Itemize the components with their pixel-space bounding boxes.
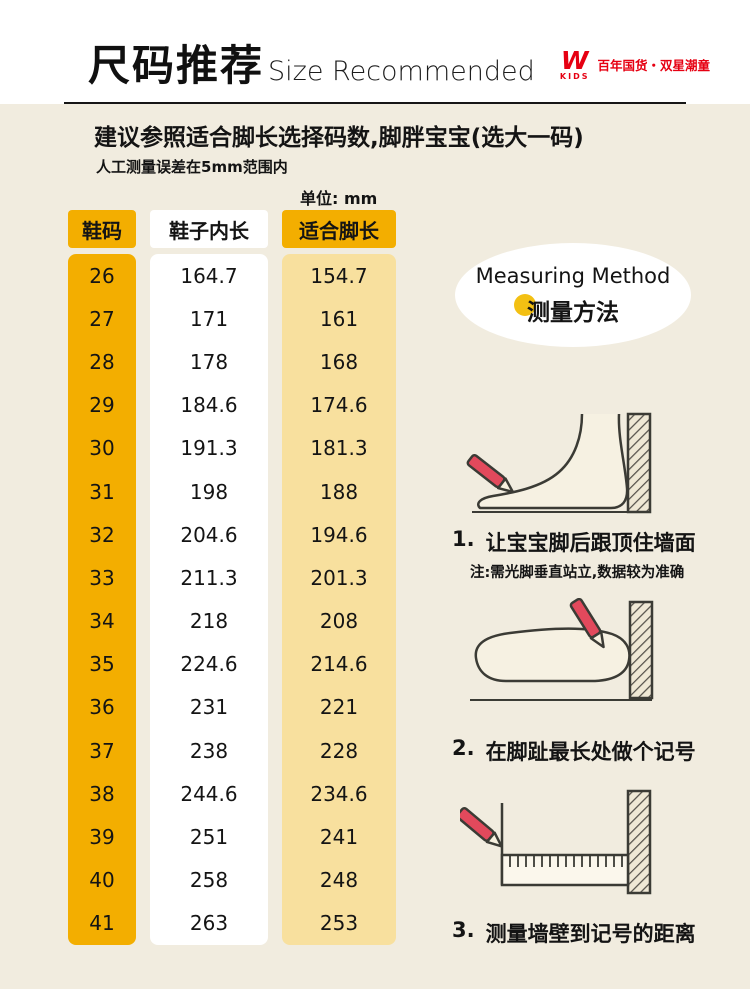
inner-length-cell: 171: [189, 306, 229, 331]
inner-length-cell: 244.6: [180, 781, 238, 806]
step-1-text: 让宝宝脚后跟顶住墙面: [485, 531, 696, 555]
fit-length-cell: 241: [319, 825, 359, 850]
column-header-inner-length: 鞋子内长: [150, 210, 268, 248]
size-cell: 41: [89, 911, 115, 936]
wall-icon: [626, 789, 652, 895]
measure-step-3: 3. 测量墙壁到记号的距离: [452, 918, 696, 948]
measure-distance-illustration: [460, 789, 652, 895]
foot-icon: [477, 413, 629, 510]
page-title: 尺码推荐 Size Recommended: [88, 32, 535, 93]
inner-length-cell: 224.6: [180, 652, 238, 677]
fit-length-cell: 253: [319, 911, 359, 936]
fit-length-cell: 228: [319, 738, 359, 763]
size-cell: 33: [89, 565, 115, 590]
step-3-text: 测量墙壁到记号的距离: [485, 922, 696, 946]
brand-w-letter: W: [560, 46, 589, 75]
mark-toe-illustration: [470, 598, 654, 701]
measuring-method-title-row: 测量方法: [514, 293, 619, 327]
size-cell: 30: [89, 436, 115, 461]
advice-text: 建议参照适合脚长选择码数,脚胖宝宝(选大一码): [94, 125, 584, 151]
measuring-method-title-cn: 测量方法: [527, 299, 619, 326]
wall-icon: [628, 600, 654, 700]
measure-step-2: 2. 在脚趾最长处做个记号: [452, 736, 696, 766]
page-header: 尺码推荐 Size Recommended W KIDS 百年国货・双星潮童: [0, 0, 750, 104]
size-cell: 29: [89, 393, 115, 418]
inner-length-cell: 263: [189, 911, 229, 936]
title-chinese: 尺码推荐: [88, 41, 265, 90]
fit-length-cell: 214.6: [310, 652, 368, 677]
size-cell: 38: [89, 781, 115, 806]
inner-length-cell: 238: [189, 738, 229, 763]
inner-length-cell: 191.3: [180, 436, 238, 461]
fit-length-cell: 194.6: [310, 522, 368, 547]
size-cell: 36: [89, 695, 115, 720]
title-english: Size Recommended: [268, 56, 535, 87]
fit-length-cell: 168: [319, 349, 359, 374]
size-cell: 39: [89, 825, 115, 850]
size-cell: 40: [89, 868, 115, 893]
brand-kids-label: KIDS: [559, 72, 590, 81]
size-cell: 31: [89, 479, 115, 504]
brand-tagline: 百年国货・双星潮童: [597, 58, 710, 73]
fit-length-cell: 181.3: [310, 436, 368, 461]
column-header-fit-foot-length: 适合脚长: [282, 210, 396, 248]
shoe-size-column: 26 27 28 29 30 31 32 33 34 35 36 37 38 39 40 41: [68, 254, 136, 945]
fit-length-cell: 221: [319, 695, 359, 720]
header-divider: [64, 102, 686, 104]
step-3-number: 3.: [452, 918, 475, 942]
column-header-shoe-size: 鞋码: [68, 210, 136, 248]
fit-length-cell: 248: [319, 868, 359, 893]
step-2-number: 2.: [452, 736, 475, 760]
fit-foot-length-column: 154.7 161 168 174.6 181.3 188 194.6 201.3 208 214…: [282, 254, 396, 945]
inner-length-cell: 231: [189, 695, 229, 720]
inner-length-cell: 164.7: [180, 263, 238, 288]
fit-length-cell: 201.3: [310, 565, 368, 590]
size-cell: 27: [89, 306, 115, 331]
measure-step-1-note: 注:需光脚垂直站立,数据较为准确: [470, 565, 685, 581]
size-cell: 34: [89, 609, 115, 634]
inner-length-cell: 258: [189, 868, 229, 893]
wall-icon: [626, 412, 652, 514]
unit-label: 单位: mm: [300, 189, 378, 208]
inner-length-cell: 178: [189, 349, 229, 374]
tolerance-text: 人工测量误差在5mm范围内: [96, 158, 288, 176]
pencil-icon: [466, 453, 515, 494]
inner-length-cell: 198: [189, 479, 229, 504]
inner-length-column: 164.7 171 178 184.6 191.3 198 204.6 211.3 218 224…: [150, 254, 268, 945]
measure-step-1: 1. 让宝宝脚后跟顶住墙面: [452, 527, 696, 557]
size-cell: 28: [89, 349, 115, 374]
fit-length-cell: 234.6: [310, 781, 368, 806]
measuring-method-badge: Measuring Method 测量方法: [455, 243, 691, 347]
pencil-icon: [569, 598, 605, 649]
ruler-ticks: [509, 855, 623, 867]
inner-length-cell: 218: [189, 609, 229, 634]
size-cell: 32: [89, 522, 115, 547]
pencil-icon: [460, 806, 503, 848]
ruler-icon: [500, 853, 630, 887]
brand-logo: W KIDS 百年国货・双星潮童: [560, 48, 710, 81]
size-cell: 37: [89, 738, 115, 763]
step-2-text: 在脚趾最长处做个记号: [485, 740, 696, 764]
inner-length-cell: 211.3: [180, 565, 238, 590]
step-1-number: 1.: [452, 527, 475, 551]
inner-length-cell: 184.6: [180, 393, 238, 418]
yellow-dot-icon: [514, 293, 536, 316]
fit-length-cell: 208: [319, 609, 359, 634]
size-cell: 26: [89, 263, 115, 288]
fit-length-cell: 188: [319, 479, 359, 504]
fit-length-cell: 154.7: [310, 263, 368, 288]
inner-length-cell: 204.6: [180, 522, 238, 547]
brand-mark-icon: W KIDS: [560, 48, 590, 81]
fit-length-cell: 174.6: [310, 393, 368, 418]
heel-against-wall-illustration: [466, 412, 652, 514]
fit-length-cell: 161: [319, 306, 359, 331]
inner-length-cell: 251: [189, 825, 229, 850]
measuring-method-title-en: Measuring Method: [475, 263, 671, 288]
foot-icon: [474, 627, 631, 683]
size-cell: 35: [89, 652, 115, 677]
